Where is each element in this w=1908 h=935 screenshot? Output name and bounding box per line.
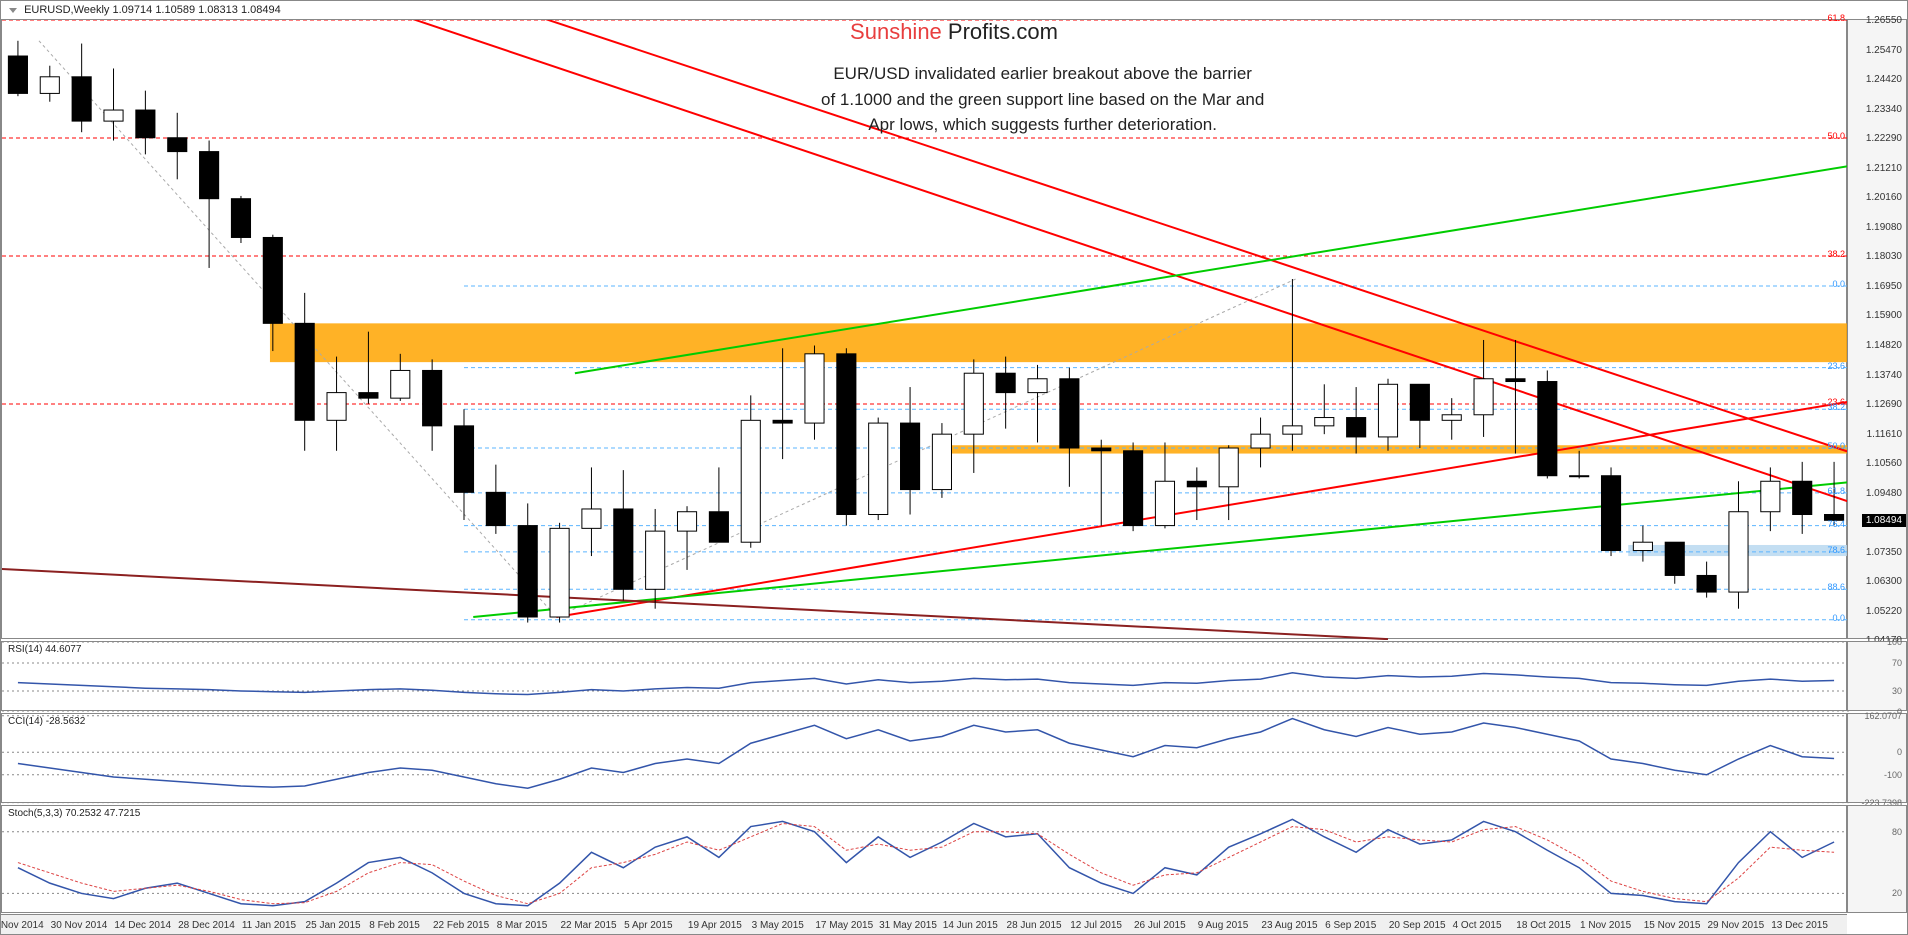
date-tick: 17 May 2015: [815, 920, 873, 931]
fib-label: 61.8: [1827, 13, 1845, 23]
fib-label: 38.2: [1827, 249, 1845, 259]
price-tick: 1.21210: [1866, 163, 1902, 174]
date-tick: 31 May 2015: [879, 920, 937, 931]
date-tick: 1 Nov 2015: [1580, 920, 1631, 931]
date-tick: 22 Mar 2015: [560, 920, 616, 931]
date-tick: 5 Apr 2015: [624, 920, 672, 931]
rsi-label: RSI(14) 44.6077: [8, 644, 81, 655]
current-price-label: 1.08494: [1862, 514, 1906, 527]
price-tick: 1.07350: [1866, 547, 1902, 558]
rsi-svg: [2, 642, 1850, 712]
price-tick: 1.11610: [1867, 429, 1902, 440]
date-tick: 28 Jun 2015: [1007, 920, 1062, 931]
price-tick: 1.05220: [1866, 606, 1902, 617]
brand-right: Profits.com: [948, 19, 1058, 44]
fib-label: 50.0: [1827, 131, 1845, 141]
annotation-line: EUR/USD invalidated earlier breakout abo…: [821, 61, 1264, 87]
stoch-label: Stoch(5,3,3) 70.2532 47.7215: [8, 808, 140, 819]
date-tick: 14 Jun 2015: [943, 920, 998, 931]
date-tick: 22 Feb 2015: [433, 920, 489, 931]
header-dropdown-arrow[interactable]: [9, 8, 17, 13]
price-tick: 1.13740: [1866, 370, 1902, 381]
indicator-tick: -100: [1884, 770, 1902, 780]
fib-label: 50.0: [1827, 441, 1845, 451]
date-tick: 30 Nov 2014: [51, 920, 108, 931]
date-tick: 25 Jan 2015: [306, 920, 361, 931]
indicator-tick: 70: [1892, 658, 1902, 668]
symbol-label: EURUSD,Weekly: [24, 4, 109, 16]
indicator-tick: 100: [1887, 637, 1902, 647]
fib-label: 78.6: [1827, 545, 1845, 555]
date-tick: 11 Jan 2015: [242, 920, 296, 931]
fib-label: 38.2: [1827, 402, 1845, 412]
fib-label: 0.0: [1832, 613, 1845, 623]
price-axis: 1.265501.254701.244201.233401.222901.212…: [1847, 19, 1907, 639]
stoch-svg: [2, 806, 1850, 914]
fib-label: 61.8: [1827, 486, 1845, 496]
stoch-panel[interactable]: Stoch(5,3,3) 70.2532 47.7215: [1, 805, 1847, 913]
date-tick: 26 Jul 2015: [1134, 920, 1186, 931]
price-tick: 1.25470: [1866, 45, 1902, 56]
date-tick: 8 Feb 2015: [369, 920, 420, 931]
date-tick: 3 May 2015: [752, 920, 804, 931]
date-axis: 16 Nov 2014 30 Nov 2014 14 Dec 2014 28 Dec …: [1, 914, 1847, 934]
stoch-axis: 2080: [1847, 805, 1907, 913]
indicator-tick: 0: [1897, 747, 1902, 757]
price-tick: 1.09480: [1866, 488, 1902, 499]
fib-label: 88.6: [1827, 582, 1845, 592]
price-tick: 1.20160: [1866, 192, 1902, 203]
fib-label: 0.0: [1832, 279, 1845, 289]
brand-left: Sunshine: [850, 19, 942, 44]
annotation-line: Apr lows, which suggests further deterio…: [821, 112, 1264, 138]
date-tick: 29 Nov 2015: [1707, 920, 1764, 931]
cci-svg: [2, 714, 1850, 804]
annotation-line: of 1.1000 and the green support line bas…: [821, 87, 1264, 113]
date-tick: 13 Dec 2015: [1771, 920, 1828, 931]
fib-label: 23.6: [1827, 361, 1845, 371]
rsi-axis: 03070100: [1847, 641, 1907, 711]
chart-container: EURUSD,Weekly 1.09714 1.10589 1.08313 1.…: [0, 0, 1908, 935]
date-tick: 28 Dec 2014: [178, 920, 235, 931]
indicator-tick: 30: [1892, 686, 1902, 696]
price-tick: 1.14820: [1866, 340, 1902, 351]
price-tick: 1.23340: [1866, 104, 1902, 115]
cci-label: CCI(14) -28.5632: [8, 716, 85, 727]
cci-panel[interactable]: CCI(14) -28.5632: [1, 713, 1847, 803]
date-tick: 12 Jul 2015: [1070, 920, 1122, 931]
date-tick: 8 Mar 2015: [497, 920, 548, 931]
date-tick: 23 Aug 2015: [1261, 920, 1317, 931]
price-tick: 1.10560: [1866, 458, 1902, 469]
ohlc-label: 1.09714 1.10589 1.08313 1.08494: [113, 4, 281, 16]
price-tick: 1.26550: [1866, 15, 1902, 26]
brand-watermark: Sunshine Profits.com: [850, 19, 1058, 45]
fib-label: 76.4: [1827, 519, 1845, 529]
indicator-tick: 20: [1892, 888, 1902, 898]
date-tick: 18 Oct 2015: [1516, 920, 1570, 931]
price-tick: 1.18030: [1866, 251, 1902, 262]
chart-annotation: EUR/USD invalidated earlier breakout abo…: [821, 61, 1264, 138]
indicator-tick: 80: [1892, 827, 1902, 837]
price-tick: 1.12690: [1866, 399, 1902, 410]
chart-header: EURUSD,Weekly 1.09714 1.10589 1.08313 1.…: [9, 4, 281, 16]
price-tick: 1.22290: [1866, 133, 1902, 144]
rsi-panel[interactable]: RSI(14) 44.6077: [1, 641, 1847, 711]
date-tick: 19 Apr 2015: [688, 920, 742, 931]
date-tick: 4 Oct 2015: [1453, 920, 1502, 931]
cci-axis: -223.7398-1000162.0707: [1847, 713, 1907, 803]
indicator-tick: 162.0707: [1864, 711, 1902, 721]
price-tick: 1.16950: [1866, 281, 1902, 292]
price-tick: 1.24420: [1866, 74, 1902, 85]
date-tick: 20 Sep 2015: [1389, 920, 1446, 931]
price-tick: 1.19080: [1866, 222, 1902, 233]
date-tick: 9 Aug 2015: [1198, 920, 1249, 931]
price-tick: 1.15900: [1866, 310, 1902, 321]
date-tick: 16 Nov 2014: [0, 920, 44, 931]
price-tick: 1.06300: [1866, 576, 1902, 587]
date-tick: 15 Nov 2015: [1644, 920, 1701, 931]
date-tick: 6 Sep 2015: [1325, 920, 1376, 931]
date-tick: 14 Dec 2014: [114, 920, 171, 931]
